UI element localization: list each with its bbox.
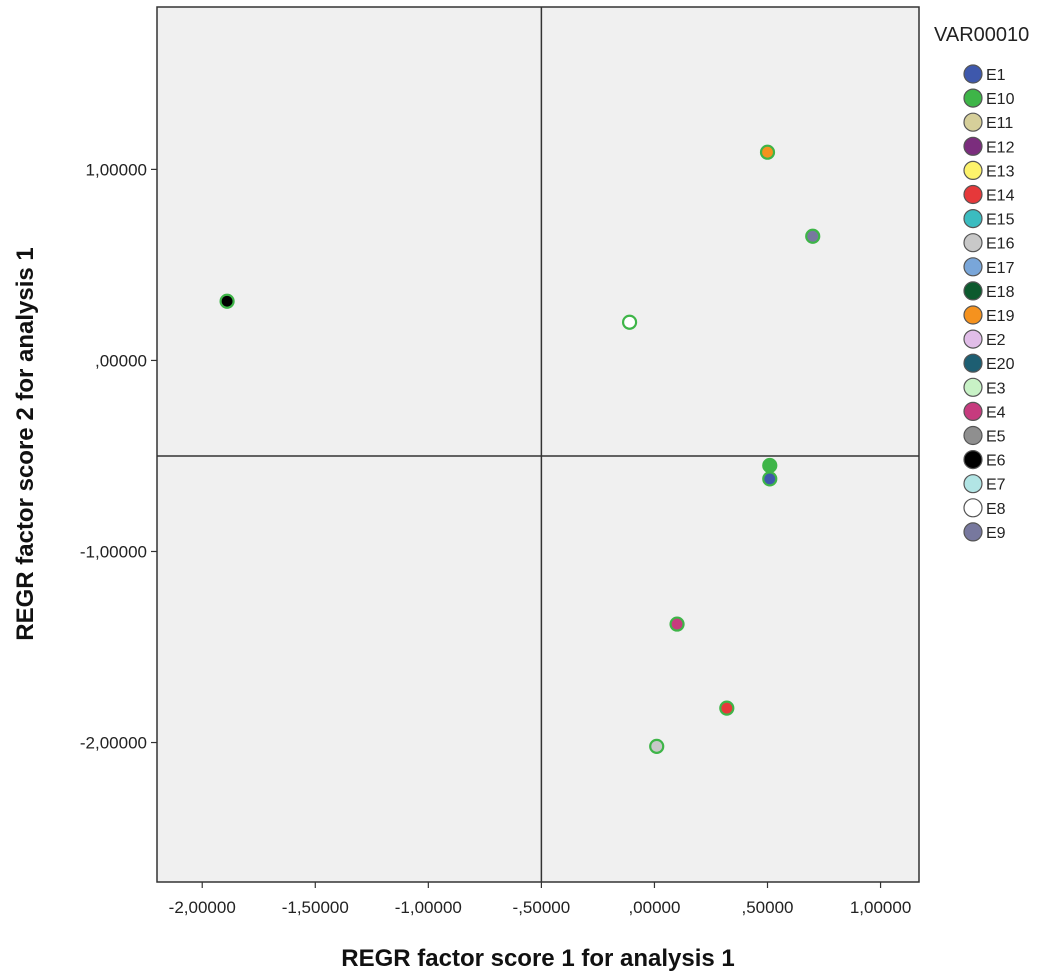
- legend-label: E2: [986, 332, 1006, 349]
- x-tick-label: ,00000: [628, 898, 680, 917]
- legend-label: E10: [986, 91, 1015, 108]
- legend-label: E13: [986, 163, 1015, 180]
- legend-marker: [963, 233, 983, 253]
- legend-label: E6: [986, 453, 1006, 470]
- legend-marker: [963, 209, 983, 229]
- x-tick-label: 1,00000: [850, 898, 911, 917]
- legend: VAR00010 E1 E10 E11 E12 E13 E14 E15 E16 E17 E18 E1…: [934, 24, 1029, 542]
- legend-label: E3: [986, 380, 1006, 397]
- legend-marker: [963, 450, 983, 470]
- data-points: [219, 144, 821, 754]
- data-point: [759, 144, 776, 160]
- legend-label: E1: [986, 67, 1006, 84]
- legend-marker: [963, 425, 983, 446]
- legend-title: VAR00010: [934, 24, 1029, 46]
- legend-marker: [963, 112, 983, 132]
- legend-label: E19: [986, 308, 1015, 325]
- legend-marker: [963, 498, 983, 518]
- legend-label: E12: [986, 139, 1015, 156]
- data-point: [805, 228, 821, 244]
- legend-marker: [963, 64, 983, 84]
- y-tick-label: -2,00000: [80, 734, 147, 753]
- legend-label: E8: [986, 501, 1006, 518]
- legend-label: E17: [986, 260, 1015, 277]
- legend-label: E14: [986, 188, 1015, 205]
- legend-marker: [963, 474, 983, 494]
- legend-marker: [963, 401, 983, 421]
- plot-area: [156, 6, 920, 883]
- data-point: [669, 616, 685, 632]
- legend-label: E4: [986, 404, 1006, 421]
- legend-marker: [963, 257, 983, 277]
- y-tick-label: ,00000: [95, 351, 147, 370]
- data-point: [762, 471, 778, 487]
- legend-marker: [963, 160, 983, 180]
- legend-marker: [963, 136, 983, 156]
- reference-lines: [157, 7, 919, 882]
- legend-label: E16: [986, 236, 1015, 253]
- x-axis-title: REGR factor score 1 for analysis 1: [341, 945, 735, 972]
- legend-marker: [963, 281, 983, 301]
- legend-label: E9: [986, 525, 1006, 542]
- legend-marker: [963, 184, 983, 205]
- x-axis: -2,00000 -1,50000 -1,00000 -,50000 ,00000 ,50…: [169, 882, 911, 917]
- legend-label: E15: [986, 212, 1015, 229]
- x-tick-label: -1,00000: [395, 898, 462, 917]
- x-tick-label: -1,50000: [282, 898, 349, 917]
- data-point: [762, 457, 778, 474]
- data-point: [719, 700, 735, 716]
- data-point: [219, 293, 235, 309]
- legend-label: E18: [986, 284, 1015, 301]
- legend-label: E5: [986, 429, 1006, 446]
- y-tick-label: -1,00000: [80, 542, 147, 561]
- legend-marker: [963, 305, 983, 325]
- legend-marker: [963, 329, 983, 349]
- x-tick-label: -2,00000: [169, 898, 236, 917]
- legend-marker: [963, 377, 983, 397]
- y-tick-label: 1,00000: [86, 160, 147, 179]
- legend-marker: [963, 353, 983, 373]
- legend-marker: [963, 88, 983, 108]
- legend-label: E11: [986, 115, 1013, 132]
- legend-label: E20: [986, 356, 1015, 373]
- data-point: [649, 738, 665, 754]
- data-point: [621, 314, 638, 330]
- legend-marker: [963, 522, 983, 542]
- legend-label: E7: [986, 477, 1006, 494]
- x-tick-label: -,50000: [513, 898, 571, 917]
- x-tick-label: ,50000: [742, 898, 794, 917]
- y-axis-title: REGR factor score 2 for analysis 1: [12, 247, 39, 641]
- y-axis: 1,00000 ,00000 -1,00000 -2,00000: [80, 160, 157, 753]
